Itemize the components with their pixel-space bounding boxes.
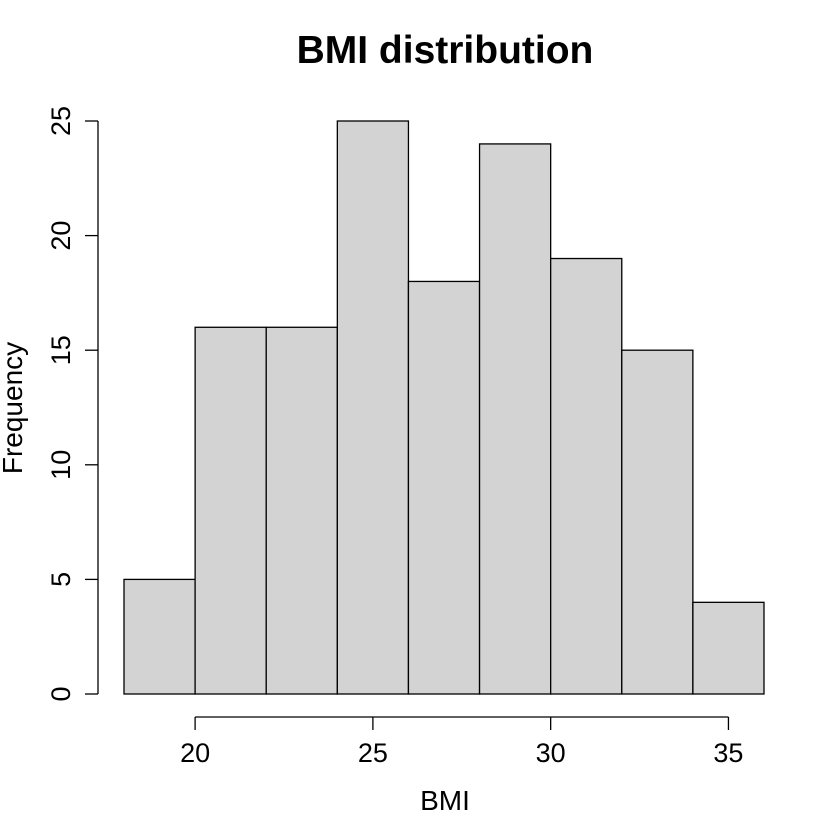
histogram-bar bbox=[621, 349, 694, 695]
x-tick-label: 25 bbox=[358, 738, 388, 768]
x-tick-label: 35 bbox=[713, 738, 743, 768]
y-axis-label: Frequency bbox=[0, 342, 28, 474]
chart-title: BMI distribution bbox=[297, 29, 594, 72]
histogram-bar bbox=[123, 578, 196, 695]
histogram-bar bbox=[265, 326, 338, 695]
histogram-bar bbox=[336, 120, 410, 695]
y-tick-label: 25 bbox=[46, 106, 76, 136]
y-tick-label: 5 bbox=[46, 572, 76, 587]
bars-group bbox=[123, 120, 765, 695]
x-axis-label: BMI bbox=[420, 785, 470, 816]
y-tick-label: 15 bbox=[46, 335, 76, 365]
histogram-bar bbox=[407, 280, 481, 695]
x-tick-label: 30 bbox=[536, 738, 566, 768]
histogram-bar bbox=[478, 143, 552, 695]
y-tick-label: 0 bbox=[46, 686, 76, 701]
histogram-bar bbox=[692, 601, 765, 695]
histogram-bar bbox=[550, 257, 623, 695]
x-axis: 20 25 30 35 bbox=[180, 716, 743, 768]
x-tick-label: 20 bbox=[180, 738, 210, 768]
y-axis: 0 5 10 15 20 25 bbox=[46, 106, 99, 702]
histogram-bar bbox=[194, 326, 267, 695]
y-tick-label: 10 bbox=[46, 450, 76, 480]
y-tick-label: 20 bbox=[46, 221, 76, 251]
